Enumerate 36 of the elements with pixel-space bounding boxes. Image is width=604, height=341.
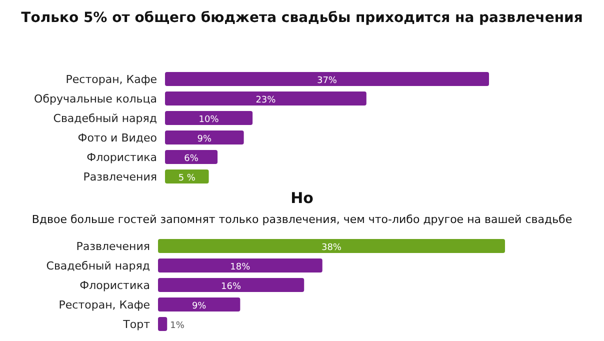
y-tick-label: Фото и Видео: [78, 132, 158, 144]
data-label: 6%: [184, 154, 199, 164]
y-tick-label: Свадебный наряд: [53, 112, 158, 125]
bar: [158, 239, 505, 253]
data-label: 10%: [198, 115, 220, 125]
bar: [158, 298, 240, 312]
chart-subtitle: Вдвое больше гостей запомнят только развлечения, чем что-либо другое на вашей свадьбе: [32, 213, 572, 226]
data-label: 37%: [316, 76, 338, 86]
data-label: 18%: [230, 262, 251, 272]
data-label: 38%: [321, 243, 342, 253]
y-tick-label: Обручальные кольца: [34, 92, 157, 106]
data-label: 9%: [192, 302, 207, 312]
bar: [158, 258, 322, 272]
data-label: 9%: [197, 134, 212, 144]
chart-title: Только 5% от общего бюджета свадьбы приходится на развлечения: [21, 10, 583, 26]
data-label: 5 %: [178, 174, 196, 184]
bar: [165, 92, 366, 106]
y-tick-label: Флористика: [86, 151, 157, 164]
y-tick-label: Торт: [122, 318, 151, 331]
y-tick-label: Развлечения: [83, 170, 157, 184]
data-label: 16%: [221, 282, 242, 292]
bar: [165, 111, 253, 125]
data-label: 23%: [256, 96, 276, 106]
data-label: 1%: [170, 321, 185, 331]
chart-title: Но: [290, 189, 314, 207]
bar: [158, 278, 304, 292]
bar: [165, 72, 489, 86]
y-tick-label: Ресторан, Кафе: [66, 73, 158, 86]
y-tick-label: Флористика: [80, 279, 150, 292]
bar: [165, 150, 218, 164]
y-tick-label: Свадебный наряд: [46, 260, 150, 272]
y-tick-label: Ресторан, Кафе: [58, 298, 150, 312]
bar: [158, 317, 168, 331]
bar: [165, 170, 209, 184]
y-tick-label: Развлечения: [76, 240, 150, 253]
bar: [165, 130, 244, 144]
